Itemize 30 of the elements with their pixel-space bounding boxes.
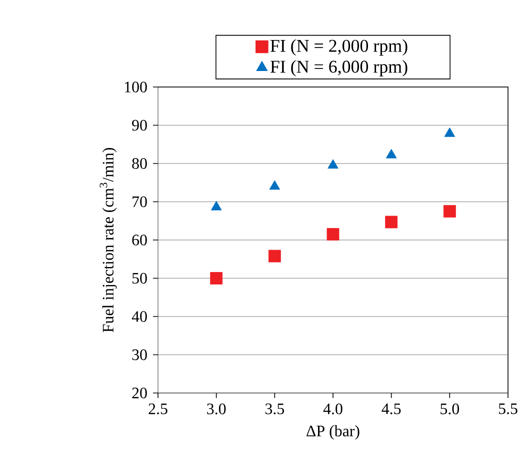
point [385, 216, 398, 228]
legend-label: FI (N = 2,000 rpm) [270, 39, 408, 56]
x-tick-label: 3.5 [265, 404, 284, 414]
y-tick-label: 90 [132, 120, 147, 131]
point [386, 148, 397, 158]
y-tick-label: 70 [132, 196, 147, 208]
x-tick-label: 2.5 [148, 404, 168, 414]
x-tick-label: 4.5 [382, 404, 401, 414]
point [210, 200, 222, 210]
point [444, 127, 456, 137]
y-tick-label: 40 [132, 311, 147, 322]
point [443, 205, 456, 218]
point [210, 272, 223, 284]
legend-label: FI (N = 6,000 rpm) [270, 60, 408, 76]
y-tick-label: 100 [124, 82, 147, 92]
x-axis-title: ΔP (bar) [306, 425, 360, 440]
y-tick-label: 80 [132, 158, 147, 169]
point [326, 228, 340, 240]
x-tick-label: 3.0 [207, 404, 226, 414]
point [268, 250, 281, 262]
y-tick-label: 30 [132, 349, 147, 360]
x-tick-label: 4.0 [323, 404, 342, 414]
point [328, 159, 338, 169]
point [269, 180, 280, 190]
y-axis-title: Fuel injection rate (cm$^{3}$/min) [100, 148, 117, 332]
y-tick-label: 50 [132, 272, 147, 284]
y-tick-label: 20 [132, 388, 147, 398]
x-tick-label: 5.5 [498, 404, 518, 414]
y-tick-label: 60 [132, 234, 147, 246]
x-tick-label: 5.0 [440, 404, 460, 414]
